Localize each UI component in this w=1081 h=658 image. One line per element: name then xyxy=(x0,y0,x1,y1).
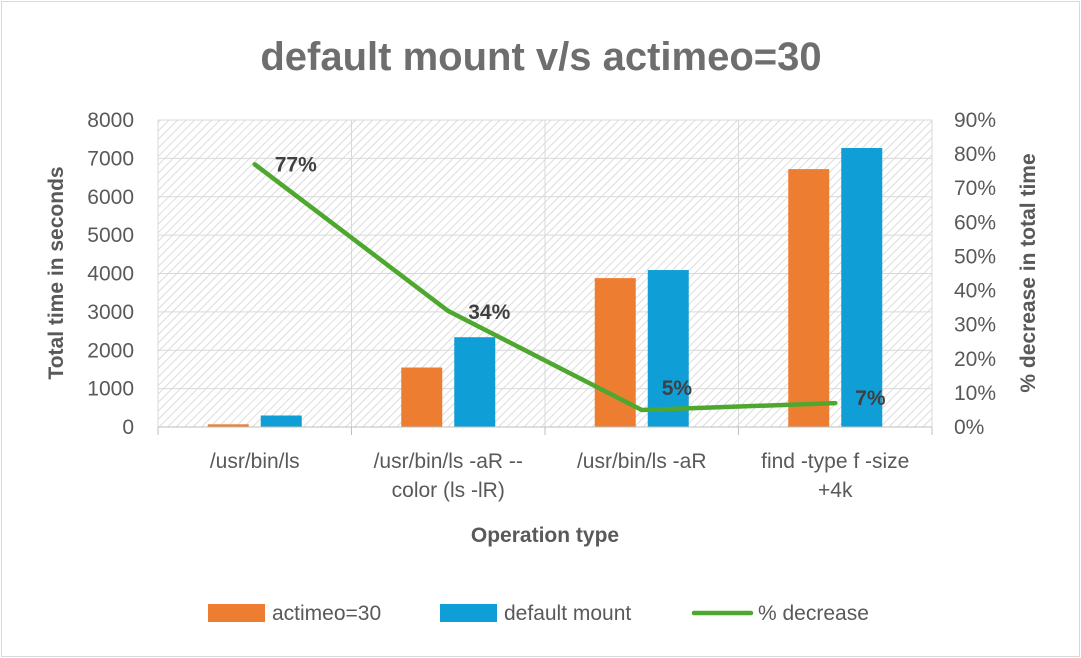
y2-tick-label: 0% xyxy=(954,416,984,439)
y2-tick-label: 60% xyxy=(954,211,996,234)
y-tick-label: 4000 xyxy=(87,263,134,286)
bar-series xyxy=(207,148,883,428)
y2-tick-label: 80% xyxy=(954,143,996,166)
legend-label: actimeo=30 xyxy=(272,602,381,625)
y2-tick-label: 50% xyxy=(954,245,996,268)
y2-tick-label: 40% xyxy=(954,280,996,303)
y-tick-label: 5000 xyxy=(87,224,134,247)
y2-tick-label: 70% xyxy=(954,177,996,200)
y2-tick-label: 10% xyxy=(954,382,996,405)
x-tick-label: /usr/bin/ls xyxy=(210,450,300,473)
y2-tick-label: 90% xyxy=(954,109,996,132)
x-axis-title: Operation type xyxy=(471,524,619,547)
x-tick-label: /usr/bin/ls -aR xyxy=(577,450,707,473)
y-tick-label: 7000 xyxy=(87,147,134,170)
legend-swatch xyxy=(440,604,497,622)
y-tick-label: 3000 xyxy=(87,301,134,324)
axes: 0 1000 2000 3000 4000 5000 6000 7000 8000 0% 10% 20… xyxy=(87,109,996,502)
data-label: 5% xyxy=(662,377,693,400)
x-tick-label: /usr/bin/ls -aR -- xyxy=(374,450,523,473)
bar-actimeo-30 xyxy=(401,367,443,427)
bar-default-mount xyxy=(454,337,496,427)
data-label: 34% xyxy=(468,301,510,324)
x-tick-label: find -type f -size xyxy=(761,450,909,473)
line-percent-decrease xyxy=(252,162,838,413)
bar-default-mount xyxy=(841,148,883,428)
legend-swatch xyxy=(208,604,265,622)
y-tick-label: 1000 xyxy=(87,378,134,401)
x-tick-label: color (ls -lR) xyxy=(392,479,505,502)
data-label: 77% xyxy=(275,153,317,176)
bar-default-mount xyxy=(260,415,302,427)
y-tick-label: 0 xyxy=(122,416,134,439)
line-series: 77% 34% 5% 7% xyxy=(252,153,886,413)
chart-title: default mount v/s actimeo=30 xyxy=(260,35,821,79)
y-tick-label: 2000 xyxy=(87,339,134,362)
y-tick-label: 8000 xyxy=(87,109,134,132)
bar-actimeo-30 xyxy=(207,424,249,427)
legend-label: % decrease xyxy=(758,602,869,625)
y2-axis-title: % decrease in total time xyxy=(1017,153,1040,392)
legend-label: default mount xyxy=(504,602,631,625)
legend: actimeo=30 default mount % decrease xyxy=(208,602,869,625)
x-tick-label: +4k xyxy=(818,479,853,502)
y2-tick-label: 20% xyxy=(954,348,996,371)
y2-tick-label: 30% xyxy=(954,314,996,337)
bar-default-mount xyxy=(647,270,689,427)
y-tick-label: 6000 xyxy=(87,186,134,209)
data-label: 7% xyxy=(855,387,886,410)
bar-actimeo-30 xyxy=(788,169,830,427)
y-axis-title: Total time in seconds xyxy=(45,166,68,379)
